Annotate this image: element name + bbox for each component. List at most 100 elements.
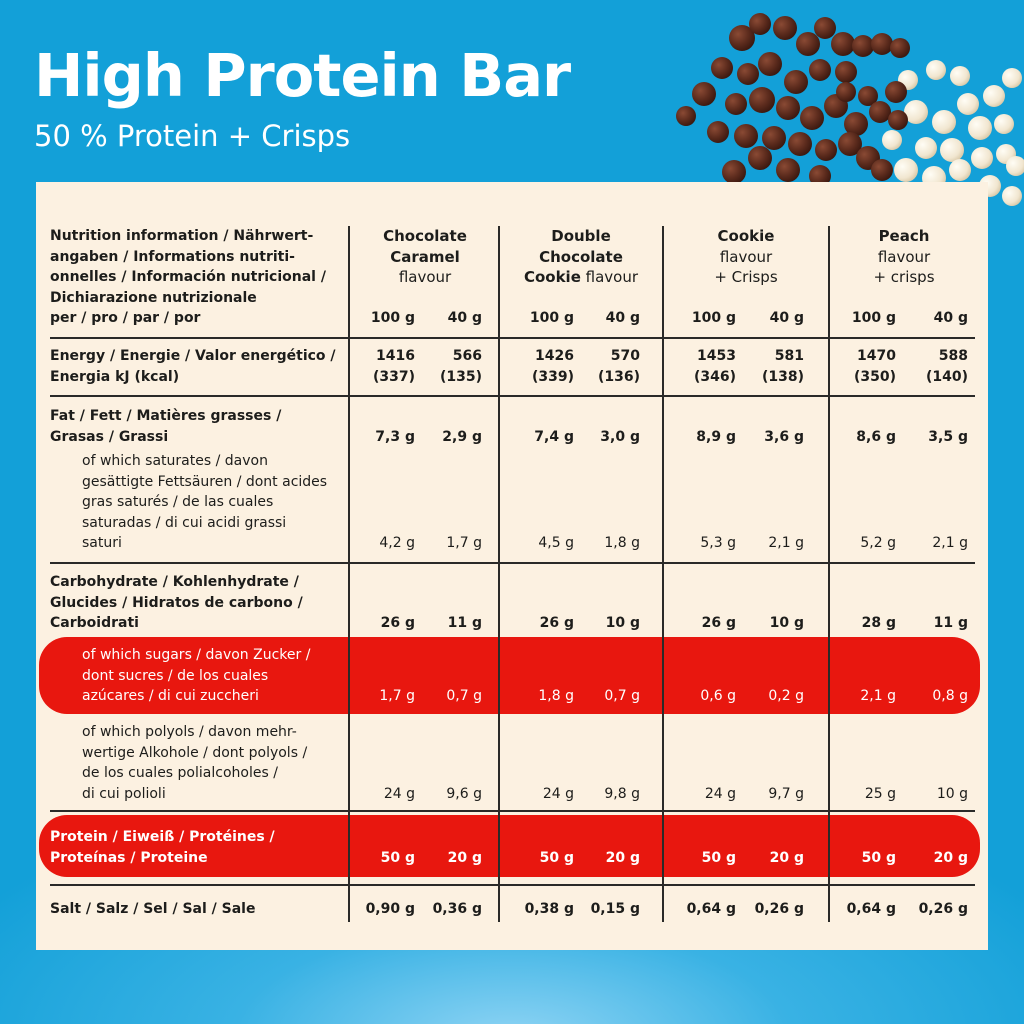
white-crisp xyxy=(882,130,902,150)
salt-value: 0,36 g xyxy=(432,901,482,917)
chocolate-crisp xyxy=(776,96,800,120)
fat-value: 2,9 g xyxy=(442,429,482,445)
polyols-value: 9,6 g xyxy=(446,786,482,802)
protein-value: 50 g xyxy=(701,850,736,866)
white-crisp xyxy=(968,116,992,140)
chocolate-crisp xyxy=(737,63,759,85)
product-header-cookie-crisps: Cookie flavour + Crisps xyxy=(714,227,778,286)
chocolate-crisp xyxy=(776,158,800,182)
chocolate-crisp xyxy=(749,13,771,35)
chocolate-crisp xyxy=(838,132,862,156)
white-crisp xyxy=(1006,156,1024,176)
chocolate-crisp xyxy=(890,38,910,58)
product-header-chocolate-caramel: Chocolate Caramel flavour xyxy=(383,227,467,286)
portion-header: 40 g xyxy=(933,310,968,326)
chocolate-crisp xyxy=(815,139,837,161)
energy-value: 570 (136) xyxy=(576,346,640,387)
energy-kcal: (136) xyxy=(597,368,640,385)
row-label-energy: Energy / Energie / Valor energético / En… xyxy=(50,348,336,385)
energy-kj: 588 xyxy=(938,348,968,364)
chocolate-crisp xyxy=(796,32,820,56)
polyols-value: 24 g xyxy=(542,786,574,802)
carbohydrate-value: 10 g xyxy=(769,615,804,631)
chocolate-crisp xyxy=(836,82,856,102)
energy-kcal: (350) xyxy=(853,368,896,385)
sugars-value: 0,8 g xyxy=(932,688,968,704)
carbohydrate-value: 28 g xyxy=(861,615,896,631)
saturates-value: 2,1 g xyxy=(932,535,968,551)
polyols-value: 9,8 g xyxy=(604,786,640,802)
row-divider xyxy=(50,884,975,886)
white-crisp xyxy=(1002,68,1022,88)
polyols-value: 24 g xyxy=(383,786,415,802)
chocolate-crisp xyxy=(692,82,716,106)
energy-kcal: (337) xyxy=(372,368,415,385)
salt-value: 0,38 g xyxy=(524,901,574,917)
saturates-value: 1,7 g xyxy=(446,535,482,551)
fat-value: 7,4 g xyxy=(534,429,574,445)
fat-value: 8,6 g xyxy=(856,429,896,445)
fat-value: 7,3 g xyxy=(375,429,415,445)
row-divider xyxy=(50,337,975,339)
page-title: High Protein Bar xyxy=(34,41,571,110)
protein-highlight xyxy=(39,815,980,877)
energy-kcal: (138) xyxy=(761,368,804,385)
protein-value: 50 g xyxy=(539,850,574,866)
portion-header: 100 g xyxy=(691,310,736,326)
energy-kj: 1453 xyxy=(697,348,736,364)
chocolate-crisp xyxy=(844,112,868,136)
energy-kj: 1416 xyxy=(376,348,415,364)
polyols-value: 25 g xyxy=(864,786,896,802)
white-crisp xyxy=(957,93,979,115)
row-divider xyxy=(50,810,975,812)
protein-value: 20 g xyxy=(933,850,968,866)
chocolate-crisp xyxy=(831,32,855,56)
sugars-value: 1,7 g xyxy=(379,688,415,704)
chocolate-crisp xyxy=(885,81,907,103)
energy-value: 588 (140) xyxy=(904,346,968,387)
salt-value: 0,64 g xyxy=(846,901,896,917)
protein-value: 20 g xyxy=(447,850,482,866)
chocolate-crisp xyxy=(749,87,775,113)
row-label-protein: Protein / Eiweiß / Protéines / Proteínas… xyxy=(50,829,275,866)
protein-value: 20 g xyxy=(605,850,640,866)
white-crisp xyxy=(994,114,1014,134)
chocolate-crisp xyxy=(800,106,824,130)
chocolate-crisp xyxy=(852,35,874,57)
protein-value: 50 g xyxy=(380,850,415,866)
sugars-value: 0,2 g xyxy=(768,688,804,704)
chocolate-crisp xyxy=(888,110,908,130)
white-crisp xyxy=(932,110,956,134)
saturates-value: 2,1 g xyxy=(768,535,804,551)
chocolate-crisps-image xyxy=(676,13,1024,208)
chocolate-crisp xyxy=(809,165,831,187)
saturates-value: 1,8 g xyxy=(604,535,640,551)
chocolate-crisp xyxy=(858,86,878,106)
product-header-peach-crisps: Peach flavour + crisps xyxy=(873,227,935,286)
row-label-salt: Salt / Salz / Sel / Sal / Sale xyxy=(50,901,256,917)
sugars-value: 0,7 g xyxy=(604,688,640,704)
protein-value: 20 g xyxy=(769,850,804,866)
column-divider xyxy=(828,226,830,922)
salt-value: 0,26 g xyxy=(754,901,804,917)
energy-kj: 1426 xyxy=(535,348,574,364)
energy-kj: 1470 xyxy=(857,348,896,364)
energy-kj: 570 xyxy=(610,348,640,364)
protein-value: 50 g xyxy=(861,850,896,866)
salt-value: 0,64 g xyxy=(686,901,736,917)
chocolate-crisp xyxy=(773,16,797,40)
polyols-value: 24 g xyxy=(704,786,736,802)
portion-header: 40 g xyxy=(605,310,640,326)
chocolate-crisp xyxy=(869,101,891,123)
energy-value: 1426 (339) xyxy=(510,346,574,387)
saturates-value: 5,3 g xyxy=(700,535,736,551)
fat-value: 3,6 g xyxy=(764,429,804,445)
product-header-double-chocolate-cookie: Double Chocolate Cookie flavour xyxy=(523,227,639,286)
chocolate-crisp xyxy=(725,93,747,115)
row-label-carbohydrate: Carbohydrate / Kohlenhydrate / Glucides … xyxy=(50,574,303,631)
energy-kcal: (140) xyxy=(925,368,968,385)
fat-value: 8,9 g xyxy=(696,429,736,445)
carbohydrate-value: 26 g xyxy=(701,615,736,631)
white-crisp xyxy=(926,60,946,80)
column-divider xyxy=(662,226,664,922)
